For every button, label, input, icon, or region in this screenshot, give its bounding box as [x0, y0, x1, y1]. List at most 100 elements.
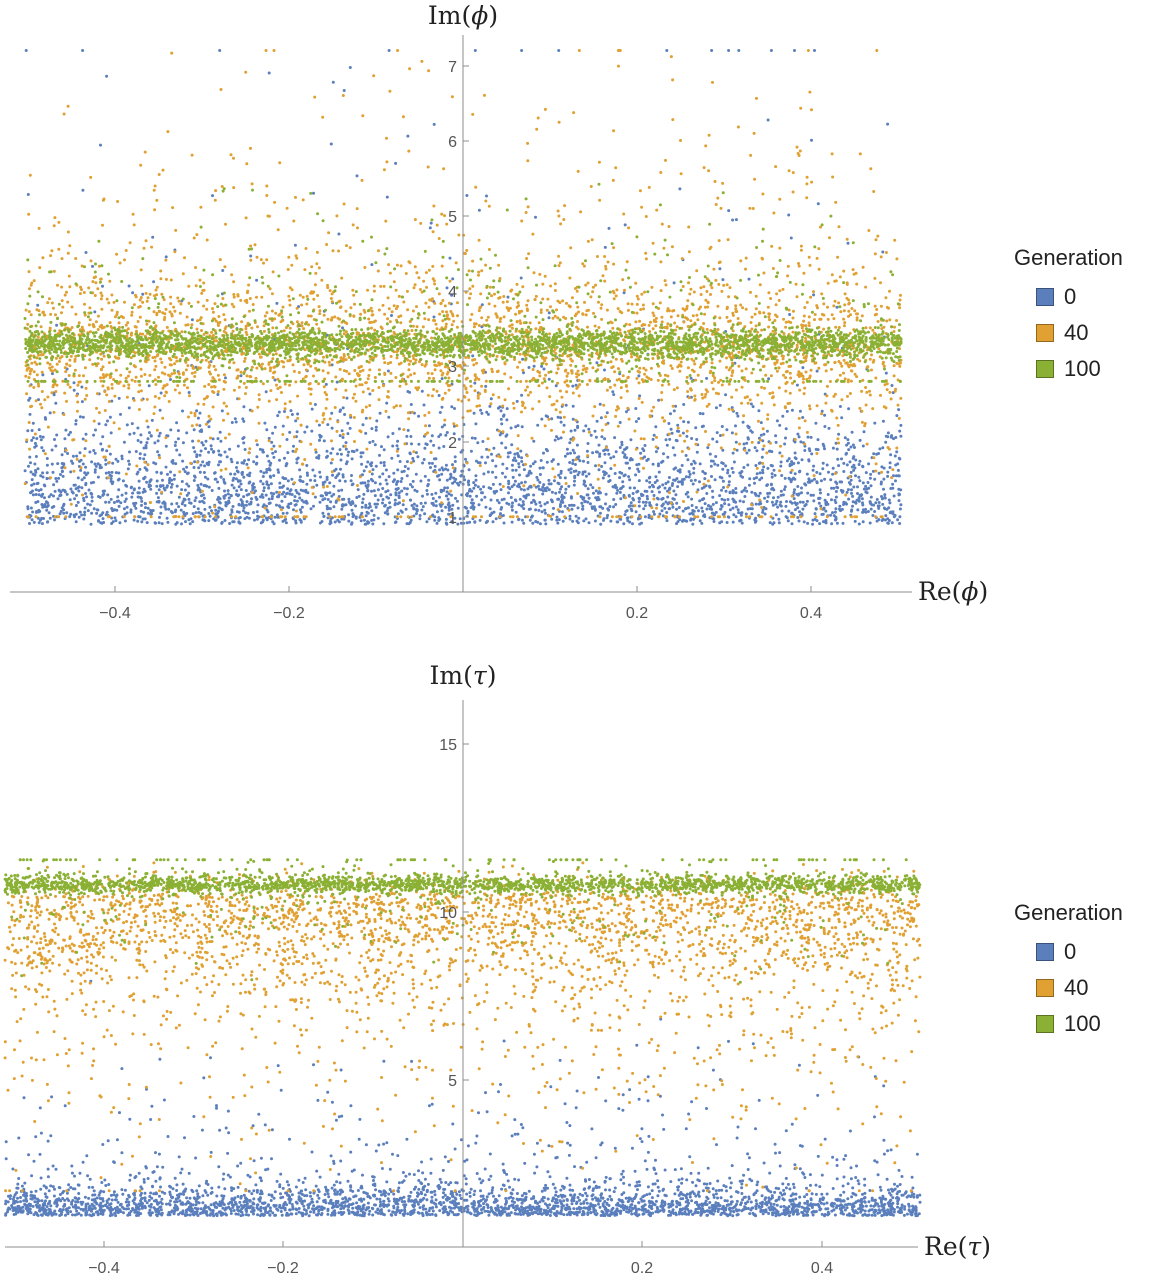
- point-gen0: [348, 66, 352, 69]
- point-gen40: [685, 429, 689, 433]
- point-gen0: [476, 485, 480, 489]
- point-gen40: [155, 428, 159, 432]
- point-gen0: [41, 475, 45, 479]
- point-gen0: [637, 374, 641, 378]
- point-gen40: [326, 371, 330, 375]
- point-gen40: [826, 305, 829, 309]
- point-gen0: [147, 384, 151, 388]
- point-gen0: [409, 403, 413, 406]
- point-gen0: [868, 501, 872, 504]
- point-gen40: [526, 515, 530, 519]
- point-gen40: [480, 269, 484, 273]
- point-gen0: [174, 440, 178, 444]
- point-gen0: [498, 433, 502, 437]
- point-gen40: [200, 489, 204, 493]
- point-gen0: [368, 505, 372, 509]
- point-gen0: [129, 508, 133, 512]
- point-gen0: [710, 475, 713, 478]
- point-gen40: [330, 439, 333, 443]
- point-gen0: [415, 489, 419, 493]
- point-gen0: [305, 482, 309, 486]
- point-gen40: [389, 371, 393, 375]
- point-gen0: [592, 505, 596, 509]
- point-gen40: [874, 238, 878, 242]
- point-gen0: [686, 495, 690, 499]
- point-gen40: [872, 190, 876, 193]
- point-gen0: [331, 447, 335, 451]
- point-gen40: [799, 244, 803, 248]
- point-gen0: [217, 486, 221, 490]
- point-gen0: [341, 436, 345, 439]
- point-gen40: [244, 70, 248, 74]
- point-gen0: [586, 461, 590, 464]
- point-gen0: [225, 455, 229, 459]
- point-gen0: [53, 438, 56, 441]
- point-gen40: [853, 309, 857, 313]
- point-gen40: [655, 506, 658, 510]
- point-gen0: [305, 464, 309, 467]
- point-gen0: [549, 482, 553, 486]
- point-gen0: [540, 417, 544, 421]
- point-gen0: [852, 485, 856, 489]
- point-gen0: [207, 519, 211, 523]
- point-gen40: [868, 393, 872, 397]
- point-gen0: [387, 415, 391, 419]
- point-gen0: [556, 497, 560, 501]
- point-gen0: [897, 499, 901, 503]
- point-gen40: [610, 515, 614, 519]
- point-gen0: [92, 449, 96, 452]
- point-gen0: [210, 509, 213, 513]
- point-gen0: [382, 522, 386, 526]
- point-gen0: [220, 520, 224, 524]
- point-gen0: [898, 507, 902, 511]
- point-gen40: [384, 409, 388, 413]
- point-gen0: [117, 488, 121, 492]
- point-gen0: [873, 510, 877, 513]
- point-gen0: [447, 508, 451, 512]
- point-gen0: [474, 422, 478, 426]
- point-gen0: [440, 405, 444, 409]
- point-gen0: [157, 453, 161, 457]
- point-gen40: [401, 499, 405, 503]
- point-gen0: [563, 504, 567, 508]
- point-gen40: [149, 515, 153, 519]
- point-gen40: [642, 437, 646, 441]
- point-gen40: [122, 384, 126, 388]
- point-gen0: [344, 441, 348, 445]
- point-gen0: [556, 481, 560, 485]
- point-gen0: [159, 391, 163, 395]
- point-gen40: [688, 292, 692, 296]
- point-gen0: [272, 444, 276, 448]
- point-gen0: [600, 465, 604, 468]
- point-gen0: [430, 434, 434, 438]
- point-gen40: [860, 314, 864, 318]
- point-gen40: [337, 515, 341, 519]
- point-gen0: [280, 499, 284, 503]
- point-gen40: [89, 259, 93, 263]
- point-gen40: [812, 474, 816, 478]
- point-gen0: [586, 493, 590, 497]
- point-gen0: [849, 478, 853, 482]
- point-gen40: [869, 167, 873, 171]
- point-gen0: [651, 462, 655, 466]
- point-gen40: [437, 292, 441, 296]
- point-gen0: [514, 425, 518, 429]
- point-gen0: [364, 465, 368, 469]
- point-gen0: [779, 460, 783, 464]
- point-gen0: [229, 472, 233, 476]
- point-gen0: [290, 477, 294, 481]
- point-gen0: [861, 501, 864, 505]
- point-gen0: [386, 506, 390, 510]
- point-gen0: [121, 479, 125, 483]
- point-gen0: [631, 522, 634, 526]
- point-gen0: [850, 491, 853, 495]
- point-gen0: [720, 497, 724, 501]
- point-gen0: [898, 515, 902, 519]
- point-gen0: [447, 501, 451, 505]
- point-gen0: [585, 449, 589, 453]
- point-gen40: [130, 378, 134, 382]
- point-gen0: [204, 447, 207, 451]
- point-gen40: [837, 301, 841, 305]
- point-gen0: [443, 423, 446, 427]
- point-gen0: [181, 409, 184, 413]
